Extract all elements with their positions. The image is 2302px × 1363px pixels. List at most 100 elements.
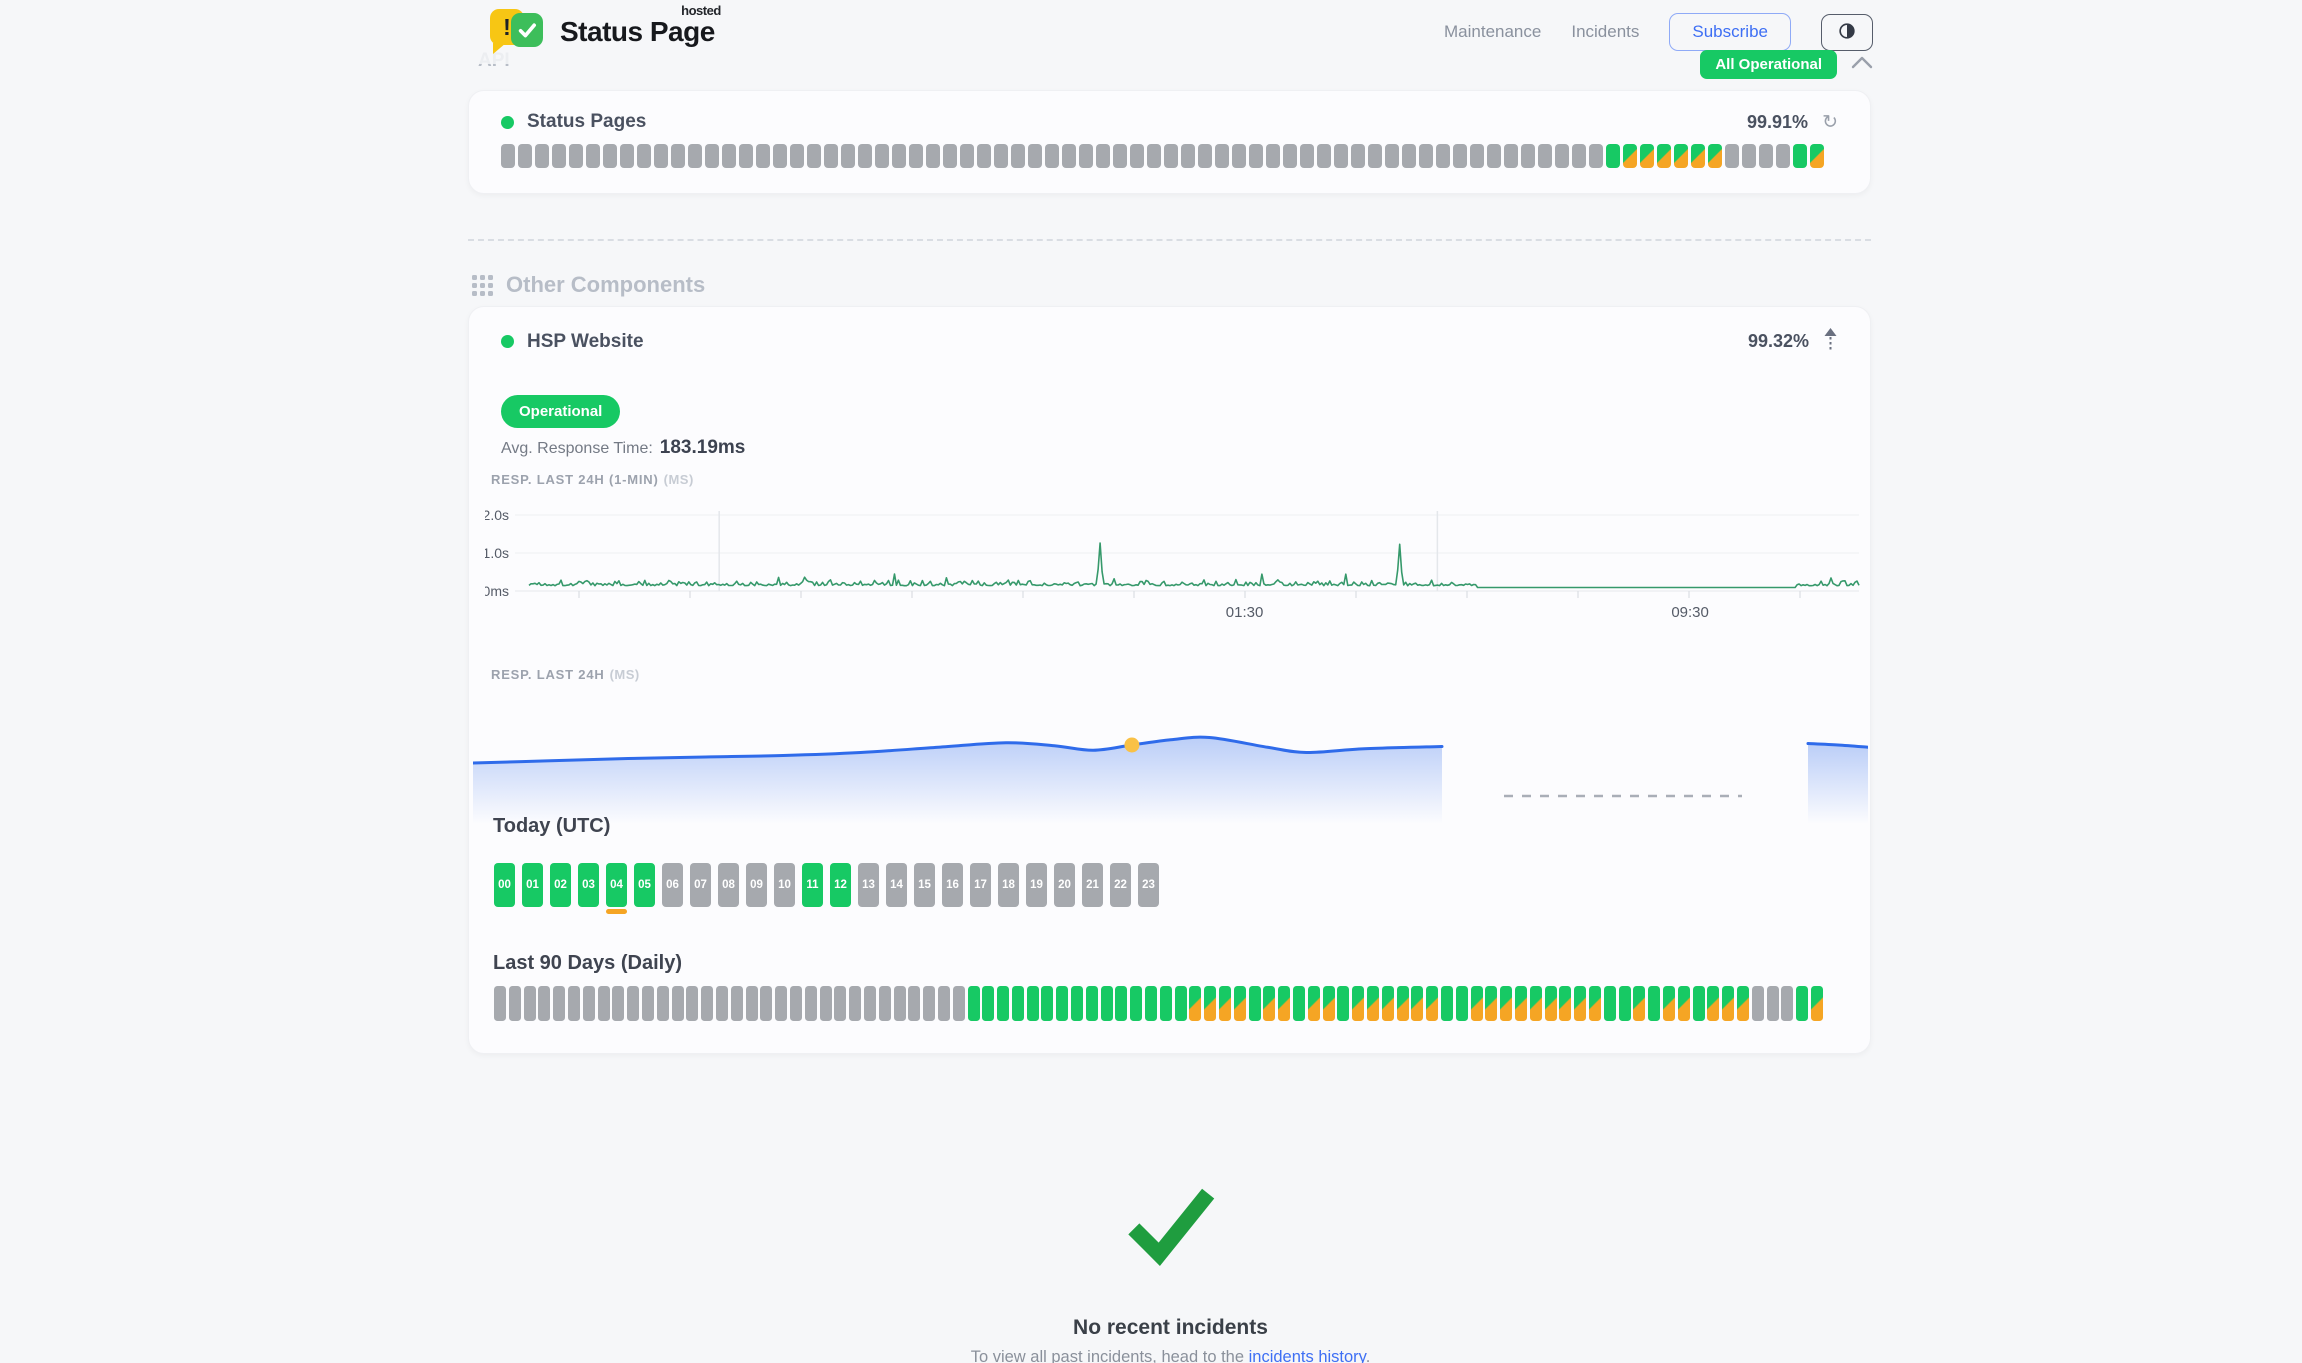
- hour-block[interactable]: 23: [1138, 863, 1159, 907]
- uptime-bar[interactable]: [1045, 144, 1059, 168]
- day-block[interactable]: [775, 986, 788, 1021]
- day-block[interactable]: [1470, 986, 1483, 1021]
- day-block[interactable]: [1307, 986, 1320, 1021]
- uptime-bar[interactable]: [773, 144, 787, 168]
- day-block[interactable]: [1248, 986, 1261, 1021]
- day-block[interactable]: [1574, 986, 1587, 1021]
- day-block[interactable]: [508, 986, 521, 1021]
- day-block[interactable]: [1529, 986, 1542, 1021]
- uptime-bar[interactable]: [926, 144, 940, 168]
- day-block[interactable]: [1322, 986, 1335, 1021]
- day-block[interactable]: [1514, 986, 1527, 1021]
- uptime-bar[interactable]: [960, 144, 974, 168]
- uptime-bar[interactable]: [1555, 144, 1569, 168]
- day-block[interactable]: [1588, 986, 1601, 1021]
- uptime-bar[interactable]: [1385, 144, 1399, 168]
- day-block[interactable]: [1633, 986, 1646, 1021]
- day-block[interactable]: [1145, 986, 1158, 1021]
- uptime-bar[interactable]: [1657, 144, 1671, 168]
- day-block[interactable]: [1204, 986, 1217, 1021]
- day-block[interactable]: [553, 986, 566, 1021]
- day-block[interactable]: [538, 986, 551, 1021]
- uptime-bar[interactable]: [756, 144, 770, 168]
- day-block[interactable]: [1796, 986, 1809, 1021]
- day-block[interactable]: [1011, 986, 1024, 1021]
- uptime-bar[interactable]: [1215, 144, 1229, 168]
- uptime-bar[interactable]: [1759, 144, 1773, 168]
- day-block[interactable]: [982, 986, 995, 1021]
- uptime-bar[interactable]: [1419, 144, 1433, 168]
- uptime-bar[interactable]: [1691, 144, 1705, 168]
- hour-block[interactable]: 07: [690, 863, 711, 907]
- hour-block[interactable]: 15: [914, 863, 935, 907]
- uptime-bar[interactable]: [654, 144, 668, 168]
- day-block[interactable]: [1041, 986, 1054, 1021]
- hour-block[interactable]: 17: [970, 863, 991, 907]
- hour-block[interactable]: 00: [494, 863, 515, 907]
- day-block[interactable]: [1381, 986, 1394, 1021]
- uptime-bar[interactable]: [688, 144, 702, 168]
- hour-block[interactable]: 20: [1054, 863, 1075, 907]
- hour-block[interactable]: 21: [1082, 863, 1103, 907]
- day-block[interactable]: [1677, 986, 1690, 1021]
- day-block[interactable]: [641, 986, 654, 1021]
- uptime-bar[interactable]: [1606, 144, 1620, 168]
- uptime-bar[interactable]: [1011, 144, 1025, 168]
- day-block[interactable]: [1736, 986, 1749, 1021]
- uptime-bar[interactable]: [1810, 144, 1824, 168]
- uptime-bar[interactable]: [1113, 144, 1127, 168]
- uptime-bar[interactable]: [1334, 144, 1348, 168]
- day-block[interactable]: [494, 986, 506, 1021]
- uptime-bar[interactable]: [1096, 144, 1110, 168]
- uptime-bar[interactable]: [977, 144, 991, 168]
- hour-block[interactable]: 13: [858, 863, 879, 907]
- day-block[interactable]: [819, 986, 832, 1021]
- uptime-bar[interactable]: [535, 144, 549, 168]
- day-block[interactable]: [1337, 986, 1350, 1021]
- day-block[interactable]: [1426, 986, 1439, 1021]
- day-block[interactable]: [686, 986, 699, 1021]
- hour-block[interactable]: 03: [578, 863, 599, 907]
- uptime-bar[interactable]: [841, 144, 855, 168]
- uptime-bar[interactable]: [552, 144, 566, 168]
- day-block[interactable]: [1352, 986, 1365, 1021]
- uptime-bar[interactable]: [739, 144, 753, 168]
- uptime-bar[interactable]: [1470, 144, 1484, 168]
- day-block[interactable]: [1174, 986, 1187, 1021]
- day-block[interactable]: [597, 986, 610, 1021]
- uptime-bar[interactable]: [603, 144, 617, 168]
- day-block[interactable]: [1485, 986, 1498, 1021]
- day-block[interactable]: [1648, 986, 1661, 1021]
- uptime-bar[interactable]: [858, 144, 872, 168]
- uptime-bar[interactable]: [586, 144, 600, 168]
- uptime-bar[interactable]: [1521, 144, 1535, 168]
- uptime-bar[interactable]: [1572, 144, 1586, 168]
- day-block[interactable]: [567, 986, 580, 1021]
- uptime-bar[interactable]: [1725, 144, 1739, 168]
- uptime-bar[interactable]: [1351, 144, 1365, 168]
- uptime-bar[interactable]: [1164, 144, 1178, 168]
- uptime-bar[interactable]: [807, 144, 821, 168]
- day-block[interactable]: [1662, 986, 1675, 1021]
- day-block[interactable]: [1455, 986, 1468, 1021]
- uptime-bar[interactable]: [1538, 144, 1552, 168]
- uptime-bar[interactable]: [1793, 144, 1807, 168]
- uptime-bar[interactable]: [671, 144, 685, 168]
- uptime-bar[interactable]: [501, 144, 515, 168]
- day-block[interactable]: [1751, 986, 1764, 1021]
- day-block[interactable]: [671, 986, 684, 1021]
- uptime-bar[interactable]: [1674, 144, 1688, 168]
- day-block[interactable]: [1233, 986, 1246, 1021]
- day-block[interactable]: [908, 986, 921, 1021]
- day-block[interactable]: [1707, 986, 1720, 1021]
- uptime-bar[interactable]: [824, 144, 838, 168]
- hour-block[interactable]: 06: [662, 863, 683, 907]
- day-block[interactable]: [1159, 986, 1172, 1021]
- hour-block[interactable]: 18: [998, 863, 1019, 907]
- day-block[interactable]: [1367, 986, 1380, 1021]
- uptime-bar[interactable]: [1317, 144, 1331, 168]
- uptime-bar[interactable]: [909, 144, 923, 168]
- day-block[interactable]: [730, 986, 743, 1021]
- day-block[interactable]: [789, 986, 802, 1021]
- day-block[interactable]: [893, 986, 906, 1021]
